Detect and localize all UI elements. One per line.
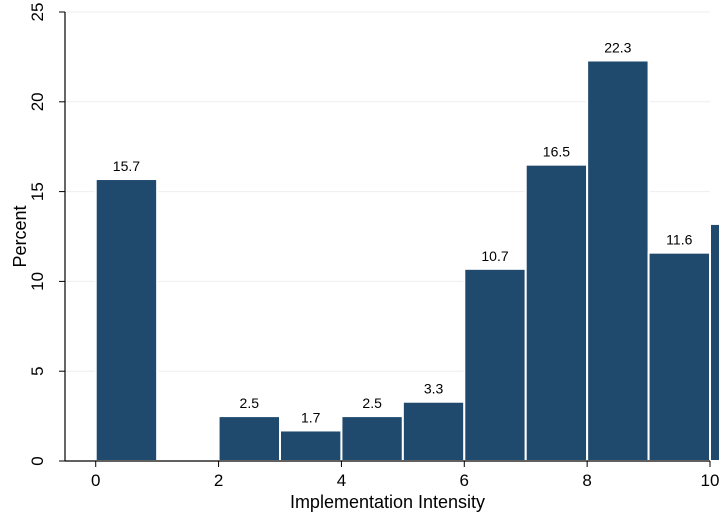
x-tick-label: 6	[460, 471, 469, 490]
bar-value-label: 1.7	[301, 409, 321, 425]
x-tick-label: 8	[582, 471, 591, 490]
bar-value-label: 16.5	[543, 144, 570, 160]
bar	[586, 59, 650, 462]
x-tick-label: 4	[337, 471, 346, 490]
bar-value-label: 11.6	[666, 232, 692, 248]
bar-value-label: 2.5	[240, 395, 260, 411]
y-tick-label: 20	[28, 92, 47, 111]
bar	[524, 163, 589, 462]
x-tick-label: 0	[91, 471, 100, 490]
bar	[217, 415, 281, 463]
bar	[709, 222, 719, 462]
bar	[401, 400, 466, 462]
x-axis-title: Implementation Intensity	[290, 492, 485, 512]
y-tick-label: 15	[28, 182, 47, 201]
bar-value-label: 10.7	[481, 248, 508, 264]
y-tick-label: 5	[28, 366, 47, 375]
y-axis-title: Percent	[10, 205, 30, 267]
y-tick-label: 25	[28, 3, 47, 22]
bar-value-label: 22.3	[604, 39, 631, 55]
bar-value-label: 2.5	[362, 395, 382, 411]
data-labels: 15.72.51.72.53.310.716.522.311.613.2	[113, 39, 693, 425]
x-tick-label: 2	[214, 471, 223, 490]
bar	[463, 267, 527, 462]
bar	[647, 251, 711, 462]
bar	[279, 429, 343, 462]
bar-value-label: 3.3	[424, 381, 444, 397]
y-tick-label: 10	[28, 272, 47, 291]
axes: 0 2 4 6 8 10 0 5 10 15 20 25	[28, 3, 719, 490]
y-tick-label: 0	[28, 456, 47, 465]
bar	[340, 415, 404, 463]
bars	[94, 59, 719, 463]
bar	[94, 178, 159, 462]
bar-value-label: 15.7	[113, 158, 140, 174]
x-tick-label: 10	[701, 471, 719, 490]
